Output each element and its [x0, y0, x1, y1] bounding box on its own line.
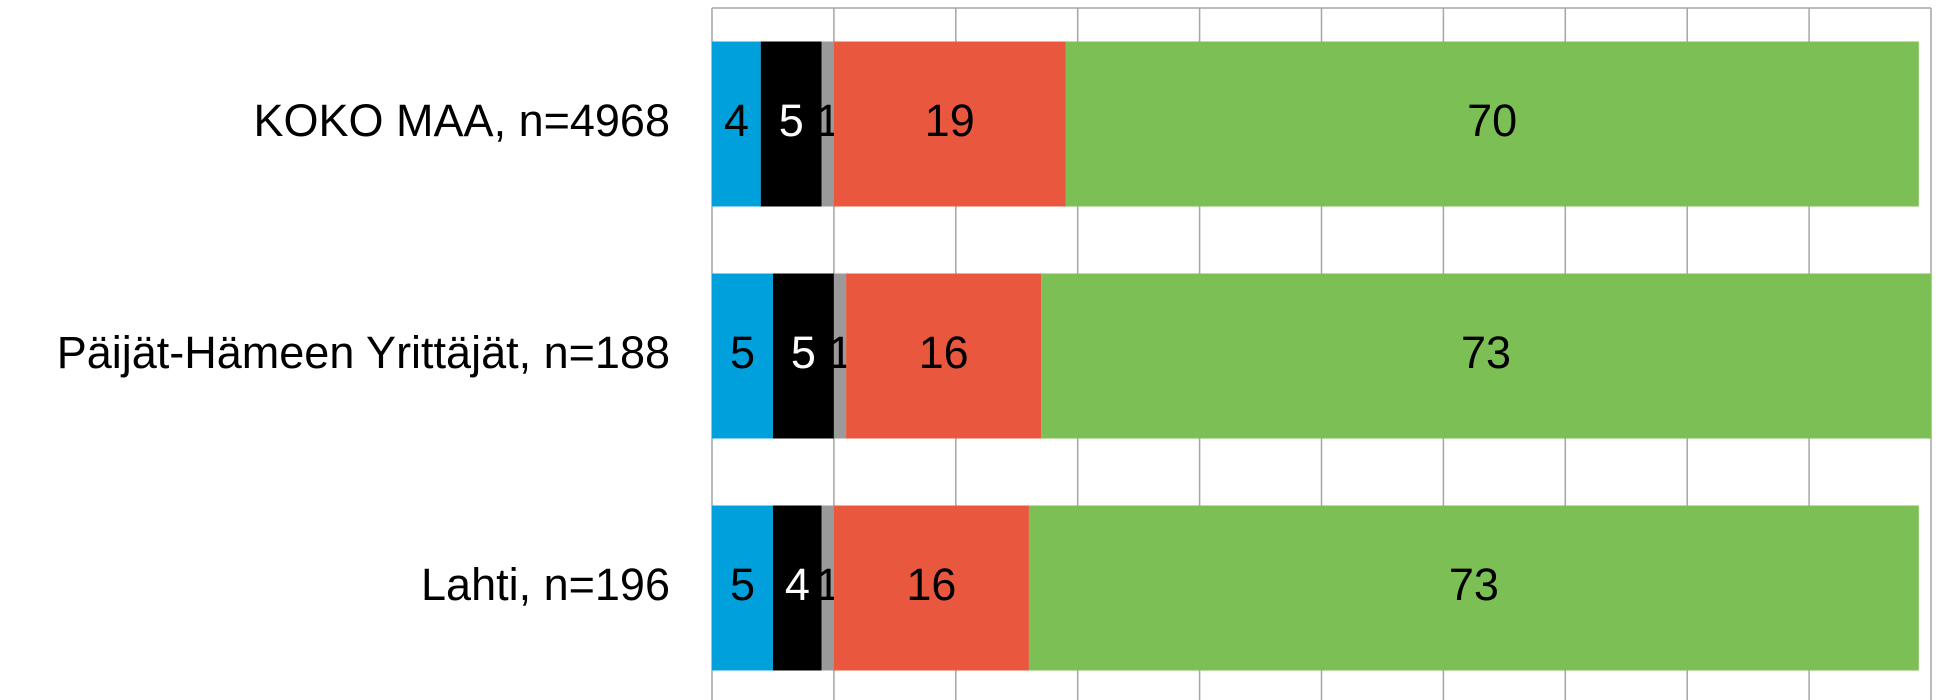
data-label: 70 [1467, 95, 1517, 146]
data-label: 4 [785, 559, 810, 610]
category-label: Päijät-Hämeen Yrittäjät, n=188 [57, 327, 670, 378]
bar-segment [821, 41, 834, 207]
bar-segment [772, 273, 834, 439]
bar-segment [712, 505, 773, 671]
bar-segment [833, 273, 847, 439]
bar-segment [846, 273, 1042, 439]
category-label: Lahti, n=196 [421, 559, 670, 610]
bar-segment [821, 505, 834, 671]
data-label: 16 [906, 559, 956, 610]
category-label: KOKO MAA, n=4968 [254, 95, 670, 146]
bar-segment [1065, 41, 1919, 207]
bar-segment [712, 41, 761, 207]
bar-segment [1041, 273, 1931, 439]
bar-segment [833, 505, 1029, 671]
bar-segment [760, 41, 822, 207]
data-label: 16 [919, 327, 969, 378]
bar-segment [712, 273, 773, 439]
data-label: 5 [791, 327, 816, 378]
data-label: 73 [1449, 559, 1499, 610]
data-label: 5 [779, 95, 804, 146]
data-label: 4 [724, 95, 749, 146]
data-label: 19 [925, 95, 975, 146]
bar-segment [1028, 505, 1919, 671]
bar-segment [772, 505, 822, 671]
bar-segment [833, 41, 1066, 207]
data-label: 5 [730, 559, 755, 610]
data-label: 5 [730, 327, 755, 378]
data-label: 73 [1461, 327, 1511, 378]
